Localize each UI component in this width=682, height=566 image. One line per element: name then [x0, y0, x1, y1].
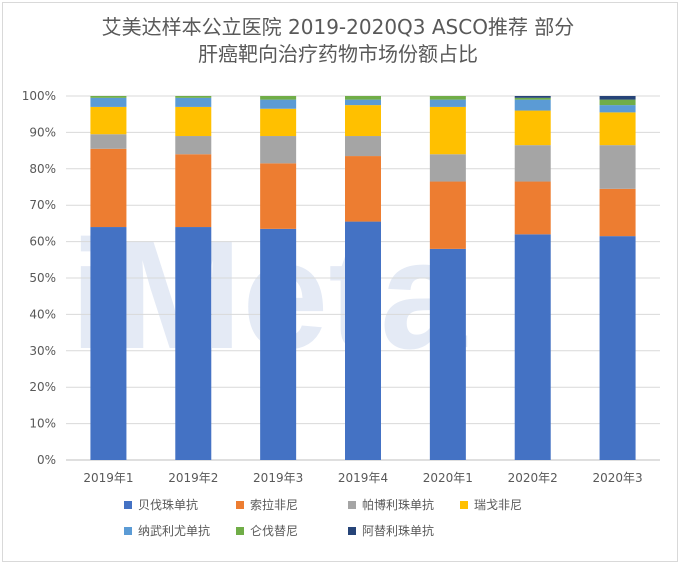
legend-item: 帕博利珠单抗: [348, 497, 434, 512]
y-tick-label: 70%: [29, 198, 56, 212]
legend-label: 贝伐珠单抗: [138, 497, 198, 512]
legend-label: 仑伐替尼: [250, 524, 298, 538]
bar-segment: [599, 145, 636, 189]
bar-segment: [260, 96, 297, 100]
bar-stack: [429, 96, 466, 460]
legend-label: 纳武利尤单抗: [138, 523, 210, 538]
y-axis: 0% 10% 20% 30% 40% 50% 60% 70% 80% 90% 100%: [22, 89, 56, 467]
x-axis: 2019年1 2019年2 2019年3 2019年4 2020年1 2020年2 2020…: [83, 471, 642, 485]
x-tick-label: 2019年3: [253, 471, 303, 485]
legend-item: 纳武利尤单抗: [124, 523, 210, 538]
bar-stack: [175, 96, 212, 460]
x-tick-label: 2019年2: [168, 471, 218, 485]
y-tick-label: 50%: [29, 271, 56, 285]
bar-segment: [514, 181, 551, 235]
legend-label: 瑞戈非尼: [474, 498, 522, 512]
y-tick-label: 10%: [29, 417, 56, 431]
bar-segment: [514, 145, 551, 182]
bar-segment: [90, 134, 127, 149]
y-tick-label: 90%: [29, 125, 56, 139]
bar-segment: [175, 97, 212, 107]
bars: [90, 96, 636, 460]
bar-segment: [599, 105, 636, 113]
bar-segment: [429, 99, 466, 107]
legend-item: 贝伐珠单抗: [124, 497, 198, 512]
bar-segment: [175, 106, 212, 137]
bar-segment: [429, 154, 466, 182]
bar-segment: [599, 99, 636, 106]
bar-segment: [514, 234, 551, 460]
chart-title-line1: 艾美达样本公立医院 2019-2020Q3 ASCO推荐 部分: [101, 15, 575, 39]
x-tick-label: 2019年1: [83, 471, 133, 485]
bar-segment: [90, 227, 127, 460]
legend-label: 阿替利珠单抗: [362, 523, 434, 538]
legend-swatch: [348, 501, 356, 509]
bar-segment: [260, 228, 297, 460]
bar-segment: [90, 96, 127, 98]
bar-segment: [90, 148, 127, 228]
bar-segment: [260, 163, 297, 229]
bar-stack: [90, 96, 127, 460]
bar-segment: [514, 99, 551, 111]
legend-swatch: [236, 501, 244, 509]
y-tick-label: 40%: [29, 307, 56, 321]
bar-segment: [429, 106, 466, 155]
bar-segment: [599, 96, 636, 100]
x-tick-label: 2020年2: [508, 471, 558, 485]
legend-swatch: [124, 501, 132, 509]
bar-segment: [345, 99, 381, 106]
bar-stack: [599, 96, 636, 460]
y-tick-label: 80%: [29, 162, 56, 176]
bar-stack: [345, 96, 381, 460]
bar-segment: [345, 156, 381, 222]
bar-segment: [429, 96, 466, 100]
legend-label: 帕博利珠单抗: [362, 497, 434, 512]
y-tick-label: 30%: [29, 344, 56, 358]
bar-stack: [260, 96, 297, 460]
y-tick-label: 100%: [22, 89, 56, 103]
bar-segment: [90, 97, 127, 107]
bar-segment: [175, 136, 212, 155]
legend-swatch: [124, 527, 132, 535]
legend-label: 索拉非尼: [250, 497, 298, 512]
bar-segment: [175, 154, 212, 228]
bar-segment: [599, 188, 636, 237]
legend-item: 索拉非尼: [236, 497, 298, 512]
y-tick-label: 0%: [37, 453, 56, 467]
chart-title-line2: 肝癌靶向治疗药物市场份额占比: [198, 42, 478, 66]
bar-segment: [345, 96, 381, 100]
bar-segment: [599, 236, 636, 460]
x-tick-label: 2020年1: [423, 471, 473, 485]
bar-segment: [514, 97, 551, 100]
bar-segment: [90, 106, 127, 135]
chart-title: 艾美达样本公立医院 2019-2020Q3 ASCO推荐 部分 肝癌靶向治疗药物…: [0, 14, 676, 68]
bar-segment: [175, 227, 212, 460]
bar-segment: [345, 105, 381, 137]
bar-segment: [429, 248, 466, 460]
bar-segment: [260, 99, 297, 109]
bar-segment: [429, 181, 466, 249]
bar-segment: [260, 136, 297, 164]
legend-item: 仑伐替尼: [236, 524, 298, 538]
x-tick-label: 2020年3: [592, 471, 642, 485]
bar-segment: [345, 136, 381, 157]
bar-segment: [345, 221, 381, 460]
legend-swatch: [348, 527, 356, 535]
y-tick-label: 20%: [29, 380, 56, 394]
legend-item: 瑞戈非尼: [460, 498, 522, 512]
bar-segment: [514, 96, 551, 98]
y-tick-label: 60%: [29, 235, 56, 249]
x-tick-label: 2019年4: [338, 471, 388, 485]
bar-segment: [514, 110, 551, 146]
bar-segment: [260, 108, 297, 137]
legend-swatch: [460, 501, 468, 509]
bar-segment: [599, 112, 636, 146]
legend-item: 阿替利珠单抗: [348, 523, 434, 538]
bar-segment: [175, 96, 212, 98]
legend-swatch: [236, 527, 244, 535]
bar-stack: [514, 96, 551, 460]
